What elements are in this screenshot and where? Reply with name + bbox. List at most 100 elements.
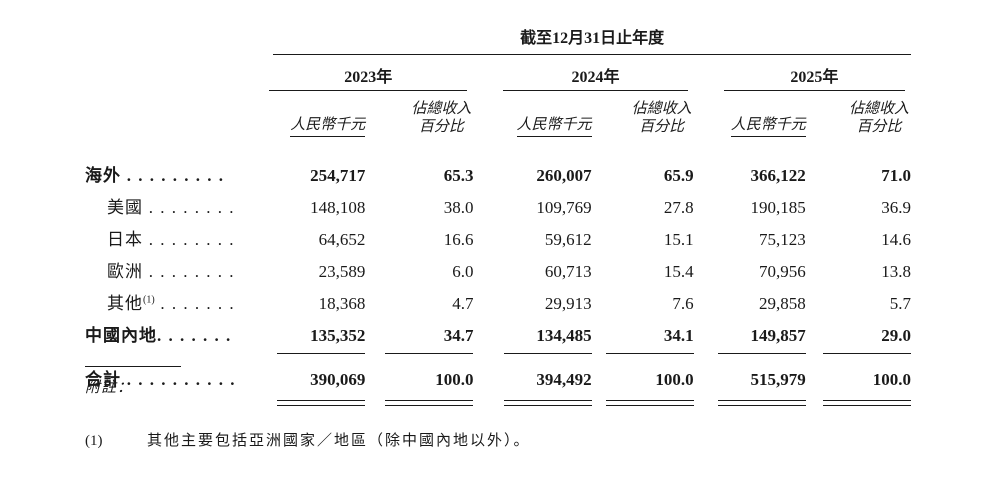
row-label: 中國內地 <box>85 325 157 345</box>
row-others: 其他(1) . . . . . . . 18,368 4.7 29,913 7.… <box>85 285 911 317</box>
single-rule <box>503 352 592 354</box>
single-rule <box>385 352 474 354</box>
dot-leader: . . . . . . . . . . <box>121 369 236 389</box>
amount-2024: 134,485 <box>536 325 592 345</box>
total-pct-2025: 100.0 <box>872 369 911 389</box>
row-label: 歐洲 <box>107 261 143 281</box>
spacer-row <box>85 137 911 157</box>
row-japan: 日本 . . . . . . . . 64,652 16.6 59,612 15… <box>85 221 911 253</box>
pct-2023: 65.3 <box>443 165 474 185</box>
double-rule <box>385 400 474 406</box>
amount-unit-header: 人民幣千元 <box>516 113 592 137</box>
total-pct-2024: 100.0 <box>655 369 694 389</box>
pct-2024: 15.4 <box>663 261 694 281</box>
amount-2024: 109,769 <box>536 197 592 217</box>
pct-2025: 29.0 <box>881 325 911 345</box>
dot-leader: . . . . . . . <box>154 293 236 313</box>
row-europe: 歐洲 . . . . . . . . 23,589 6.0 60,713 15.… <box>85 253 911 285</box>
period-header: 截至12月31日止年度 <box>273 24 911 55</box>
pct-2023: 38.0 <box>443 197 474 217</box>
pct-2025: 14.6 <box>881 229 911 249</box>
year-header-row: 2023年 2024年 2025年 <box>85 55 911 91</box>
pct-of-revenue-header: 佔總收入 百分比 <box>631 101 692 136</box>
column-subheader-row: 人民幣千元 佔總收入 百分比 人民幣千元 佔總收入 百分比 人民幣千元 佔總收入 百分… <box>85 91 911 137</box>
row-label: 其他 <box>107 293 143 313</box>
amount-2023: 135,352 <box>310 325 366 345</box>
amount-2023: 18,368 <box>318 293 366 313</box>
dot-leader: . . . . . . . . <box>143 261 235 281</box>
row-label: 海外 <box>85 165 121 185</box>
pct-2024: 15.1 <box>663 229 694 249</box>
total-amount-2023: 390,069 <box>310 369 366 389</box>
amount-unit-header: 人民幣千元 <box>730 113 806 137</box>
amount-unit-header: 人民幣千元 <box>290 113 366 137</box>
revenue-by-region-table: 截至12月31日止年度 2023年 2024年 2025年 人民幣千元 佔總收入… <box>85 24 911 406</box>
footnote-ref: (1) <box>143 293 155 305</box>
pct-2025: 71.0 <box>881 165 911 185</box>
period-header-row: 截至12月31日止年度 <box>85 24 911 55</box>
pct-2023: 16.6 <box>443 229 474 249</box>
single-rule <box>277 352 366 354</box>
row-total: 合計 . . . . . . . . . . 390,069 100.0 394… <box>85 354 911 394</box>
pct-2023: 4.7 <box>452 293 474 313</box>
footnote-marker: (1) <box>85 433 103 449</box>
row-label: 日本 <box>107 229 143 249</box>
single-rule <box>717 352 806 354</box>
footnote-text: 其他主要包括亞洲國家／地區（除中國內地以外）。 <box>147 433 531 449</box>
amount-2023: 148,108 <box>310 197 366 217</box>
pct-2023: 34.7 <box>443 325 474 345</box>
footnote-divider <box>85 366 181 367</box>
double-rule <box>717 400 806 406</box>
dot-leader: . . . . . . . . . <box>121 165 225 185</box>
double-rule <box>277 400 366 406</box>
pct-of-revenue-header: 佔總收入 百分比 <box>848 101 909 136</box>
pct-2023: 6.0 <box>452 261 474 281</box>
double-rule <box>823 400 911 406</box>
amount-2023: 23,589 <box>318 261 366 281</box>
total-amount-2025: 515,979 <box>750 369 806 389</box>
subtotal-rule-row <box>85 349 911 354</box>
year-header-2025: 2025年 <box>723 55 905 91</box>
amount-2025: 366,122 <box>750 165 806 185</box>
row-usa: 美國 . . . . . . . . 148,108 38.0 109,769 … <box>85 189 911 221</box>
notes-label: 附註： <box>85 380 134 396</box>
amount-2024: 59,612 <box>544 229 592 249</box>
amount-2024: 260,007 <box>536 165 592 185</box>
pct-2025: 5.7 <box>889 293 911 313</box>
year-header-2024: 2024年 <box>503 55 688 91</box>
double-rule <box>605 400 694 406</box>
year-header-2023: 2023年 <box>269 55 468 91</box>
pct-2024: 65.9 <box>663 165 694 185</box>
row-label: 美國 <box>107 197 143 217</box>
total-rule-row <box>85 394 911 406</box>
amount-2023: 64,652 <box>318 229 366 249</box>
amount-2025: 75,123 <box>759 229 806 249</box>
amount-2025: 70,956 <box>759 261 806 281</box>
amount-2025: 149,857 <box>750 325 806 345</box>
footnotes-section: 附註： (1) 其他主要包括亞洲國家／地區（除中國內地以外）。 <box>85 366 915 450</box>
total-amount-2024: 394,492 <box>536 369 592 389</box>
row-mainland-china: 中國內地. . . . . . . 135,352 34.7 134,485 3… <box>85 317 911 349</box>
double-rule <box>503 400 592 406</box>
amount-2024: 60,713 <box>544 261 592 281</box>
single-rule <box>823 352 911 354</box>
row-overseas: 海外 . . . . . . . . . 254,717 65.3 260,00… <box>85 157 911 189</box>
pct-2025: 13.8 <box>881 261 911 281</box>
amount-2025: 190,185 <box>750 197 806 217</box>
total-pct-2023: 100.0 <box>435 369 474 389</box>
pct-2025: 36.9 <box>881 197 911 217</box>
single-rule <box>605 352 694 354</box>
dot-leader: . . . . . . . <box>157 325 232 345</box>
dot-leader: . . . . . . . . <box>143 229 235 249</box>
footnote-item: (1) 其他主要包括亞洲國家／地區（除中國內地以外）。 <box>85 429 915 450</box>
amount-2024: 29,913 <box>544 293 592 313</box>
amount-2025: 29,858 <box>759 293 806 313</box>
pct-of-revenue-header: 佔總收入 百分比 <box>411 101 472 136</box>
pct-2024: 7.6 <box>672 293 694 313</box>
dot-leader: . . . . . . . . <box>143 197 235 217</box>
row-label: 合計 <box>85 369 121 389</box>
pct-2024: 27.8 <box>663 197 694 217</box>
pct-2024: 34.1 <box>663 325 694 345</box>
amount-2023: 254,717 <box>310 165 366 185</box>
